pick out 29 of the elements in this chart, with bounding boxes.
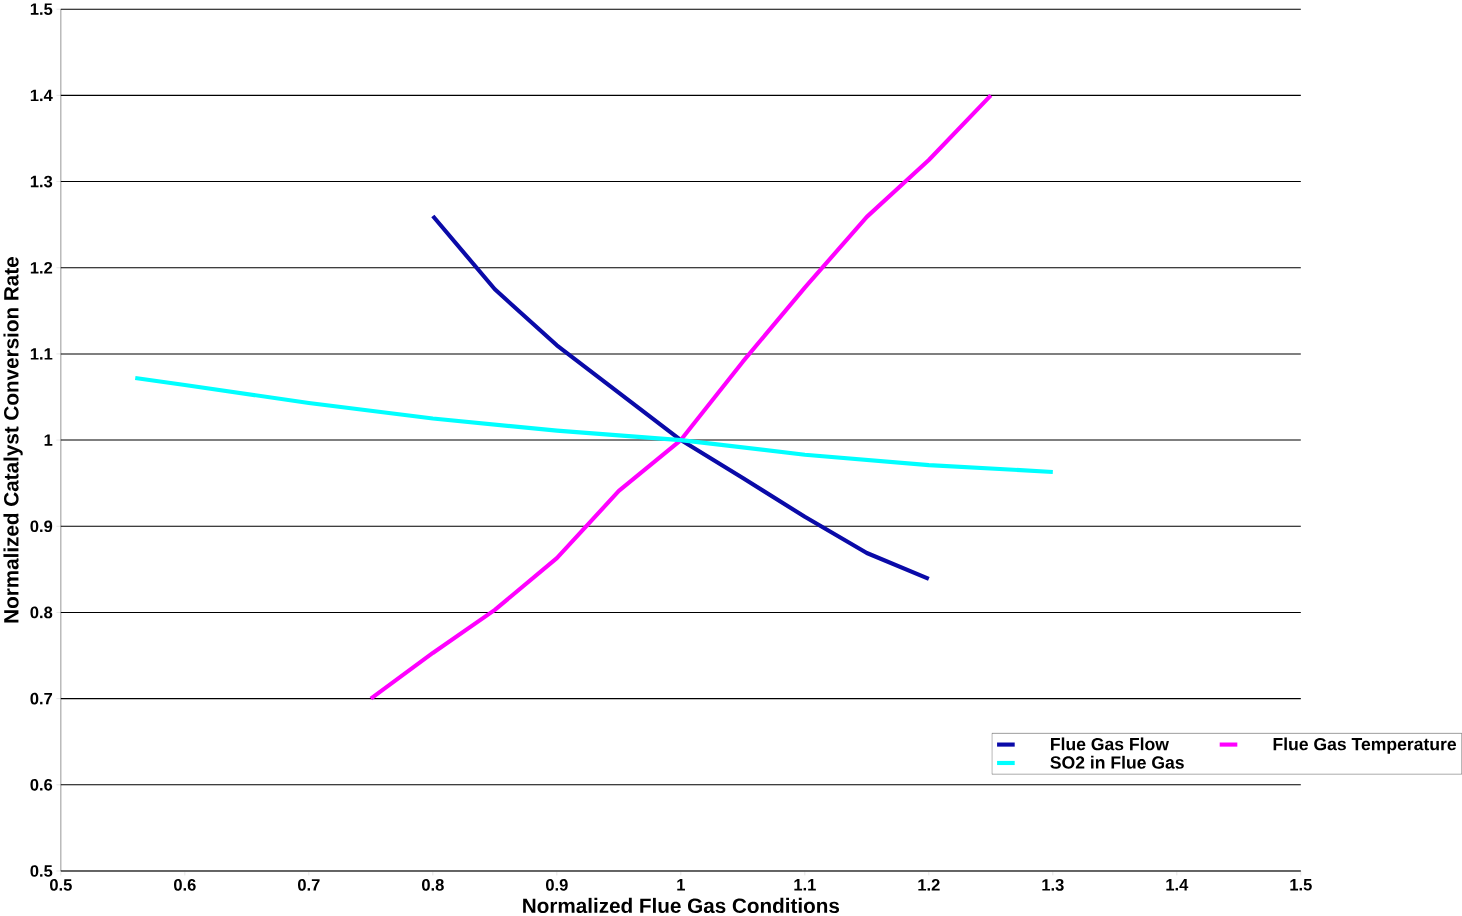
x-tick-label: 0.6 <box>174 878 196 891</box>
y-tick-label: 1 <box>44 434 53 446</box>
x-axis-title: Normalized Flue Gas Conditions <box>523 897 840 913</box>
y-tick-label: 1.3 <box>30 175 53 188</box>
legend-label: SO2 in Flue Gas <box>1050 755 1184 769</box>
y-axis-title: Normalized Catalyst Conversion Rate <box>3 256 23 623</box>
x-tick-label: 1.3 <box>1042 878 1064 891</box>
y-tick-label: 1.2 <box>30 261 53 274</box>
x-tick-label: 1.5 <box>1290 878 1312 891</box>
x-tick-label: 1.4 <box>1166 878 1189 891</box>
x-tick-label: 0.7 <box>298 878 320 891</box>
x-tick-label: 1.2 <box>918 878 940 891</box>
line-series <box>133 375 1055 474</box>
x-tick-label: 0.5 <box>50 878 72 891</box>
y-tick-label: 1.5 <box>30 3 53 15</box>
y-tick-label: 0.9 <box>30 520 53 532</box>
y-tick-label: 0.5 <box>30 864 53 877</box>
legend-label: Flue Gas Flow <box>1051 737 1169 751</box>
y-tick-label: 0.7 <box>30 692 53 705</box>
y-tick-label: 0.8 <box>30 606 53 619</box>
x-tick-label: 0.9 <box>545 878 568 891</box>
x-tick-label: 1 <box>677 878 685 891</box>
x-tick-label: 1.1 <box>794 878 816 891</box>
y-tick-label: 1.4 <box>30 89 53 101</box>
line-series <box>368 93 993 701</box>
y-tick-label: 1.1 <box>30 347 53 360</box>
x-tick-label: 0.8 <box>421 878 444 891</box>
y-tick-label: 0.6 <box>30 778 53 791</box>
legend-label: Flue Gas Temperature <box>1273 737 1457 754</box>
